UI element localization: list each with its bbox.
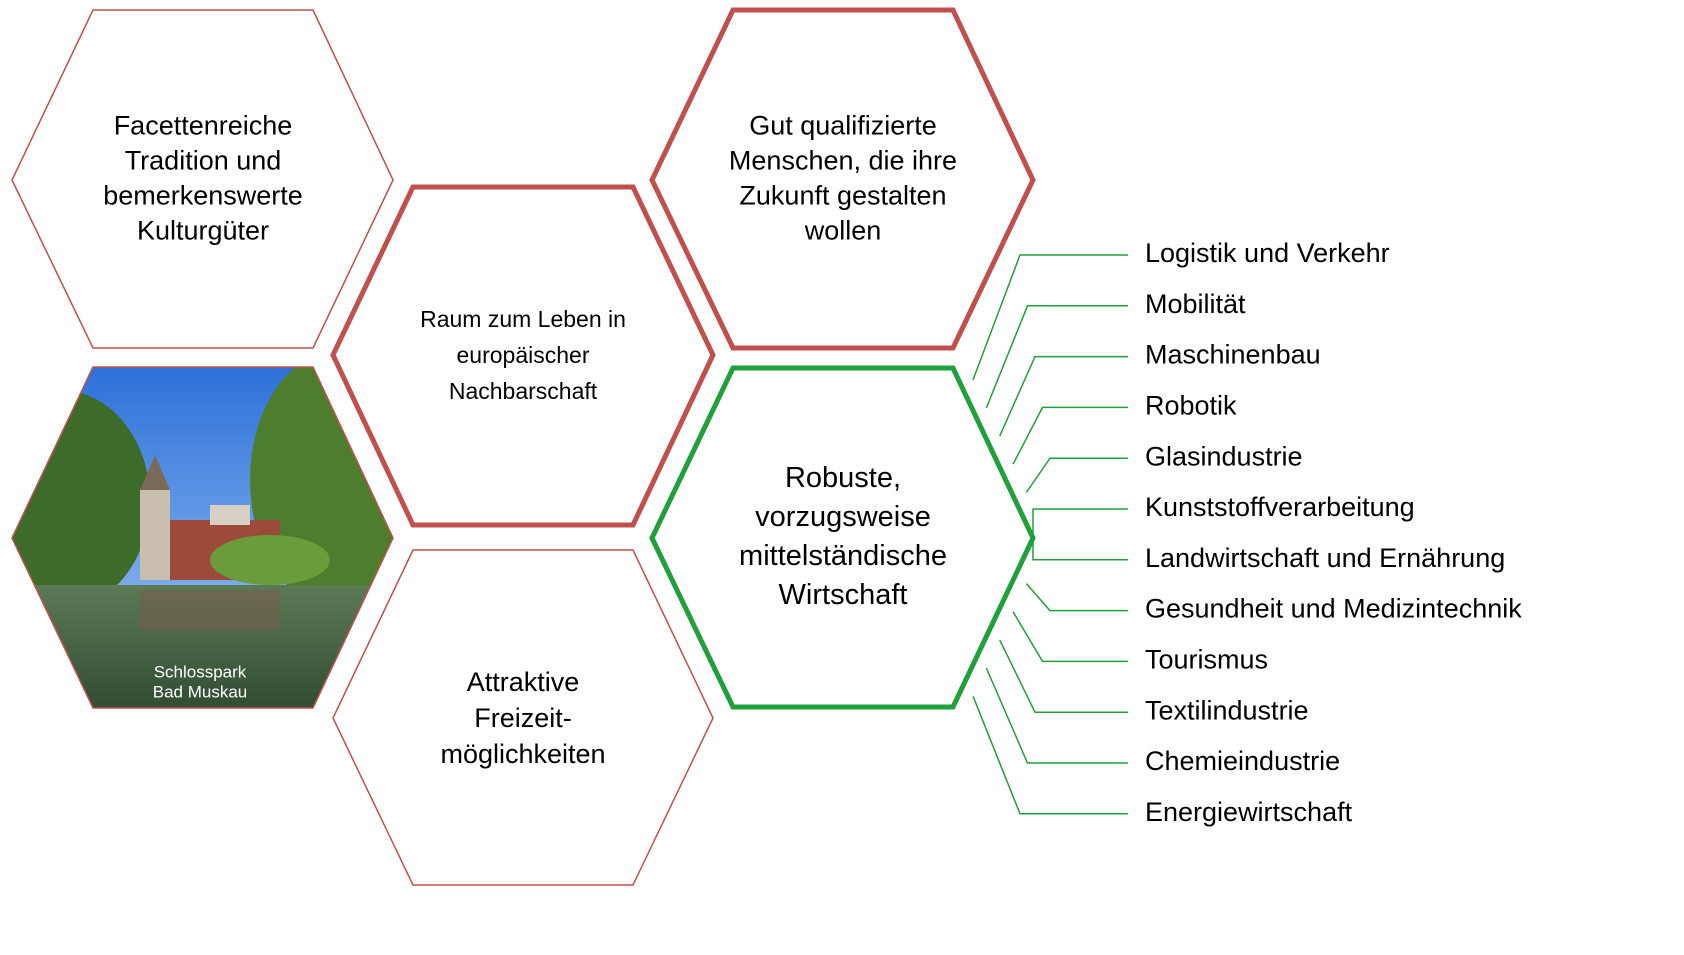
hexagon-label: möglichkeiten [440,739,605,769]
connector [1026,584,1128,611]
hexagon [652,368,1033,707]
hexagon-label: Tradition und [125,146,282,176]
hexagon [652,10,1033,348]
hexagon-label: Gut qualifizierte [749,111,937,141]
sector-label: Maschinenbau [1145,340,1321,370]
hexagon-label: vorzugsweise [755,501,931,533]
hexagon-label: Nachbarschaft [449,378,598,404]
hexagon-label: Zukunft gestalten [739,181,946,211]
hexagon-label: wollen [804,216,882,246]
connector [1000,357,1128,436]
hexagon-label: Attraktive [467,667,580,697]
sector-label: Mobilität [1145,289,1246,319]
hexagon-label: Kulturgüter [137,216,269,246]
hexagon [12,10,393,348]
connector [1000,640,1128,712]
sector-label: Robotik [1145,391,1237,421]
hexagon-label: Robuste, [785,462,901,494]
hexagon-label: europäischer [457,342,590,368]
sector-label: Logistik und Verkehr [1145,238,1390,268]
hexagon-label: Menschen, die ihre [729,146,957,176]
sector-label: Kunststoffverarbeitung [1145,492,1415,522]
connector [1013,612,1128,662]
sector-label: Energiewirtschaft [1145,797,1353,827]
connector [1033,509,1128,550]
photo-caption: Schlosspark [154,662,247,681]
hexagon-label: Freizeit- [474,703,572,733]
connector [1026,458,1128,492]
photo-caption: Bad Muskau [153,682,248,701]
sector-label: Tourismus [1145,645,1268,675]
connector [986,668,1128,763]
hexagon-label: Wirtschaft [779,579,908,611]
hexagon-label: Raum zum Leben in [420,306,626,332]
hexagon-label: mittelständische [739,540,947,572]
sector-label: Gesundheit und Medizintechnik [1145,594,1522,624]
connector [973,696,1128,814]
diagram: Facettenreiche Tradition und bemerkenswert… [0,0,1684,950]
sector-label: Glasindustrie [1145,441,1303,471]
sector-label: Chemieindustrie [1145,746,1340,776]
connector [1033,550,1128,560]
hexagon-label: Facettenreiche [114,111,293,141]
connector [1013,407,1128,464]
hexagon-label: bemerkenswerte [103,181,303,211]
sector-label: Textilindustrie [1145,695,1309,725]
connector [973,255,1128,380]
sector-label: Landwirtschaft und Ernährung [1145,543,1505,573]
